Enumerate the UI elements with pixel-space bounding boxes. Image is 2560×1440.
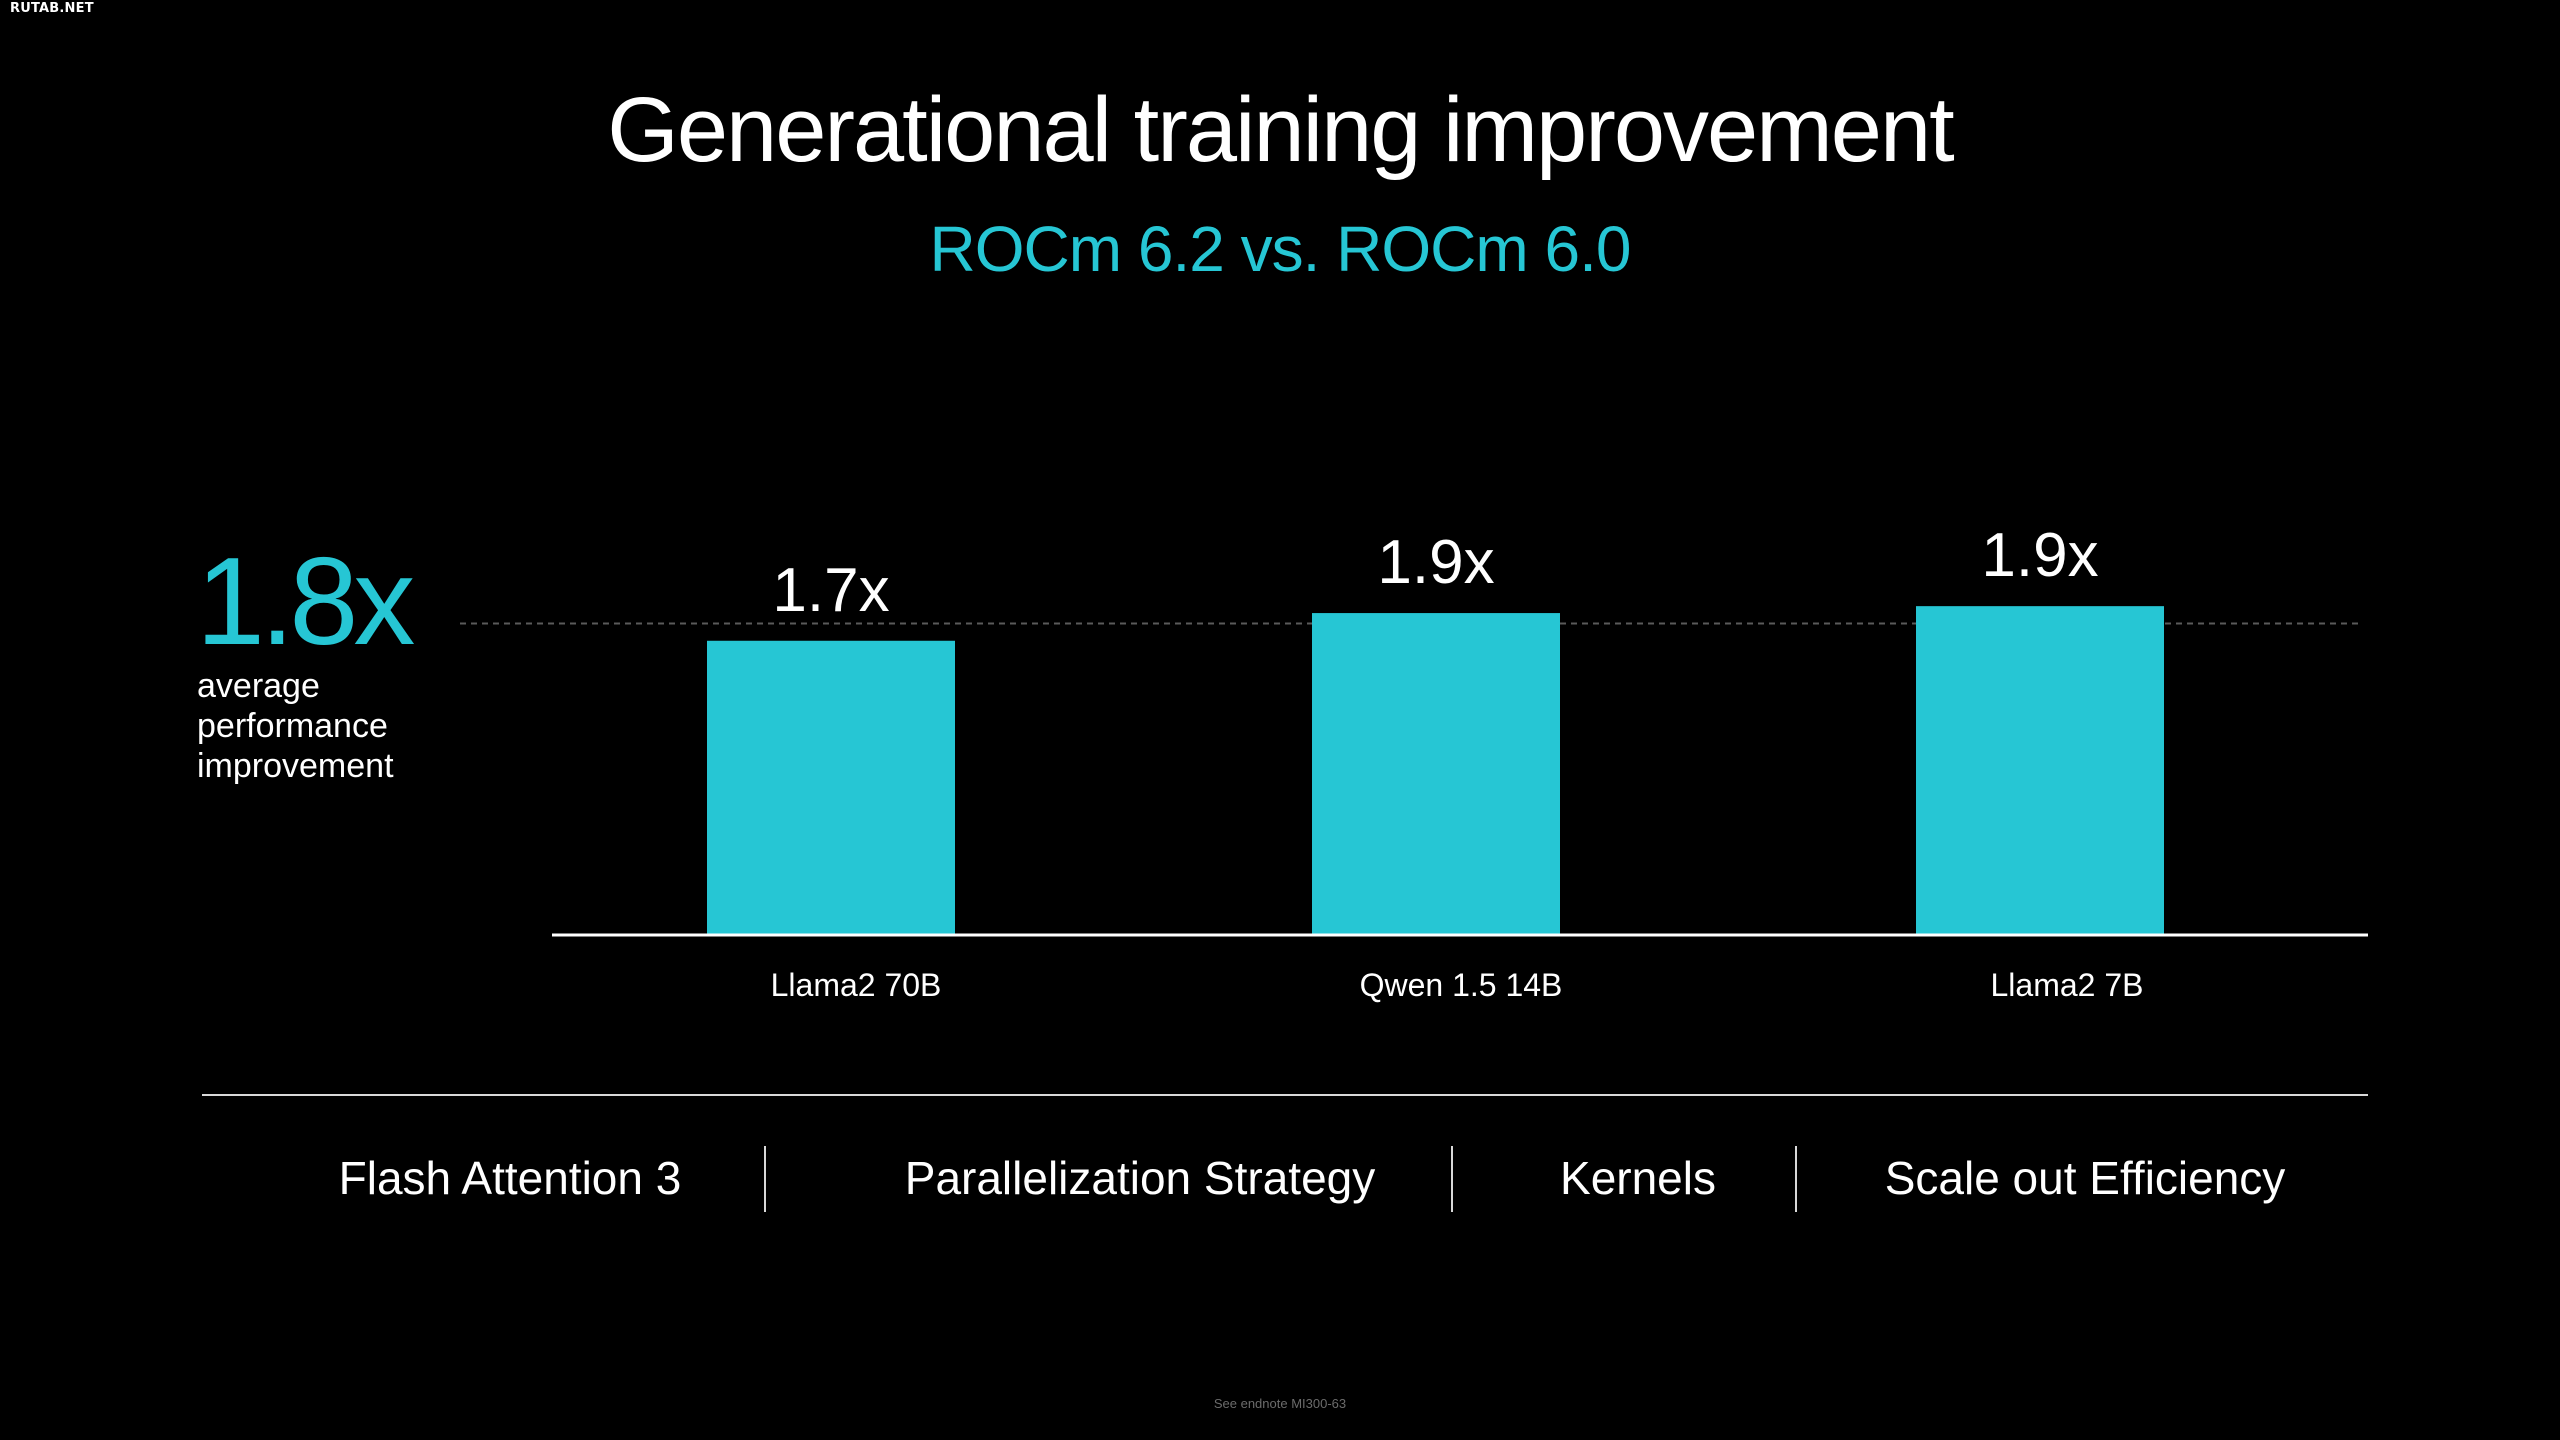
- factor-separator: [1795, 1146, 1797, 1212]
- factor-separator: [1451, 1146, 1453, 1212]
- x-tick-label: Qwen 1.5 14B: [1360, 967, 1563, 1003]
- average-label-line: improvement: [197, 747, 394, 785]
- footnote: See endnote MI300-63: [1213, 1396, 1347, 1411]
- bar: [1312, 613, 1560, 935]
- section-divider: [202, 1094, 2368, 1096]
- x-tick-label: Llama2 70B: [771, 967, 942, 1003]
- average-label-line: performance: [197, 707, 388, 745]
- bar-value-label: 1.9x: [1377, 528, 1494, 597]
- factor-scale-out: Scale out Efficiency: [1884, 1152, 2286, 1204]
- bar: [707, 640, 955, 935]
- average-label-line: average: [197, 667, 320, 705]
- factor-flash-attention: Flash Attention 3: [338, 1152, 682, 1204]
- page-subtitle: ROCm 6.2 vs. ROCm 6.0: [929, 213, 1632, 285]
- average-improvement-label: average performance improvement: [197, 666, 497, 786]
- factor-parallelization: Parallelization Strategy: [904, 1152, 1376, 1204]
- bar-value-label: 1.9x: [1981, 521, 2098, 590]
- bar: [1916, 606, 2164, 935]
- average-improvement-value: 1.8x: [196, 533, 415, 671]
- factor-kernels: Kernels: [1560, 1152, 1716, 1204]
- bar-chart: 1.7x Llama2 70B 1.9x Qwen 1.5 14B 1.9x Llama2…: [460, 521, 2368, 1003]
- x-tick-label: Llama2 7B: [1991, 967, 2144, 1003]
- bar-value-label: 1.7x: [772, 556, 889, 625]
- watermark: RUTAB.NET: [10, 1, 94, 16]
- factor-separator: [764, 1146, 766, 1212]
- page-title: Generational training improvement: [607, 79, 1954, 181]
